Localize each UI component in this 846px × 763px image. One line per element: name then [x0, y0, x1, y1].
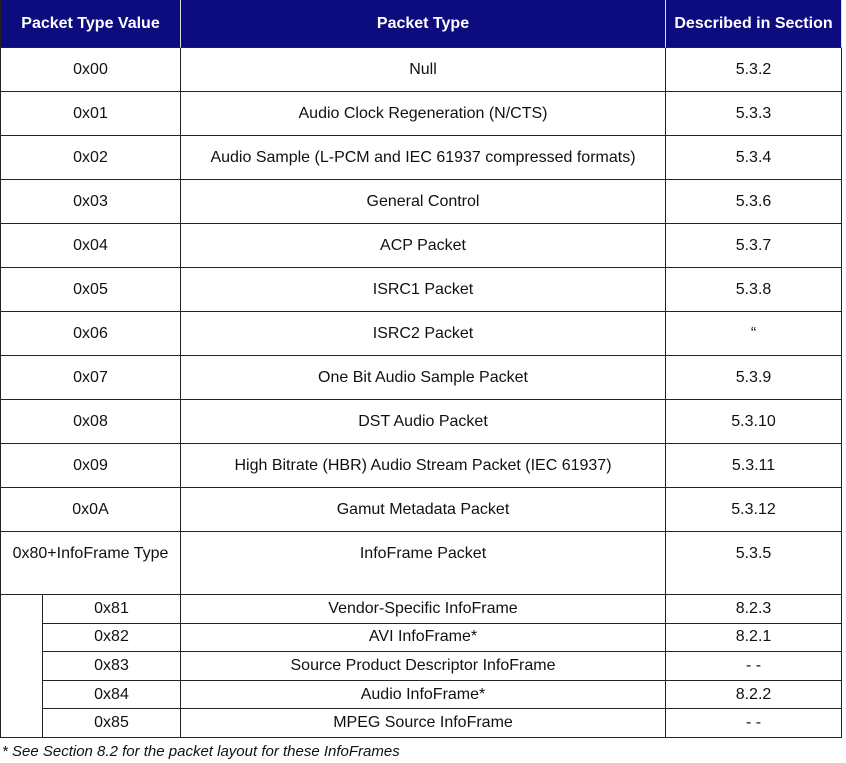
packet-table: Packet Type Value Packet Type Described in…	[0, 0, 842, 738]
packet-type: AVI InfoFrame*	[181, 623, 666, 653]
packet-type: Audio InfoFrame*	[181, 680, 666, 710]
section: 5.3.10	[666, 400, 842, 444]
type-value: 0x82	[43, 623, 181, 653]
packet-type: Vendor-Specific InfoFrame	[181, 595, 666, 624]
type-value: 0x00	[0, 48, 181, 92]
type-value: 0x06	[0, 312, 181, 356]
type-value: 0x05	[0, 268, 181, 312]
type-value: 0x07	[0, 356, 181, 400]
packet-type: Source Product Descriptor InfoFrame	[181, 652, 666, 681]
section: 5.3.2	[666, 48, 842, 92]
section: - -	[666, 652, 842, 681]
section: 8.2.3	[666, 595, 842, 624]
header-cell: Packet Type Value	[0, 0, 181, 48]
type-value: 0x84	[43, 680, 181, 710]
type-value: 0x83	[43, 652, 181, 681]
packet-type: One Bit Audio Sample Packet	[181, 356, 666, 400]
type-value: 0x80+InfoFrame Type	[0, 532, 181, 595]
type-value: 0x02	[0, 136, 181, 180]
indent	[0, 595, 43, 738]
packet-type: Audio Clock Regeneration (N/CTS)	[181, 92, 666, 136]
packet-type: General Control	[181, 180, 666, 224]
section: 5.3.3	[666, 92, 842, 136]
type-value: 0x09	[0, 444, 181, 488]
packet-type: ISRC1 Packet	[181, 268, 666, 312]
section: 5.3.9	[666, 356, 842, 400]
packet-type: InfoFrame Packet	[181, 532, 666, 595]
type-value: 0x01	[0, 92, 181, 136]
section: 5.3.7	[666, 224, 842, 268]
packet-type: Audio Sample (L-PCM and IEC 61937 compre…	[181, 136, 666, 180]
section: 8.2.1	[666, 623, 842, 653]
packet-type: Null	[181, 48, 666, 92]
section: 5.3.8	[666, 268, 842, 312]
type-value: 0x81	[43, 595, 181, 624]
type-value: 0x04	[0, 224, 181, 268]
header-cell: Described in Section	[666, 0, 842, 48]
section: “	[666, 312, 842, 356]
packet-type: DST Audio Packet	[181, 400, 666, 444]
footnote: * See Section 8.2 for the packet layout …	[2, 743, 400, 760]
section: - -	[666, 709, 842, 738]
packet-type: High Bitrate (HBR) Audio Stream Packet (…	[181, 444, 666, 488]
section: 8.2.2	[666, 680, 842, 710]
packet-type: ISRC2 Packet	[181, 312, 666, 356]
section: 5.3.12	[666, 488, 842, 532]
packet-type: Gamut Metadata Packet	[181, 488, 666, 532]
packet-type: MPEG Source InfoFrame	[181, 709, 666, 738]
type-value: 0x0A	[0, 488, 181, 532]
section: 5.3.5	[666, 532, 842, 595]
type-value: 0x85	[43, 709, 181, 738]
header-cell: Packet Type	[181, 0, 666, 48]
type-value: 0x08	[0, 400, 181, 444]
section: 5.3.4	[666, 136, 842, 180]
section: 5.3.11	[666, 444, 842, 488]
section: 5.3.6	[666, 180, 842, 224]
type-value: 0x03	[0, 180, 181, 224]
packet-type: ACP Packet	[181, 224, 666, 268]
